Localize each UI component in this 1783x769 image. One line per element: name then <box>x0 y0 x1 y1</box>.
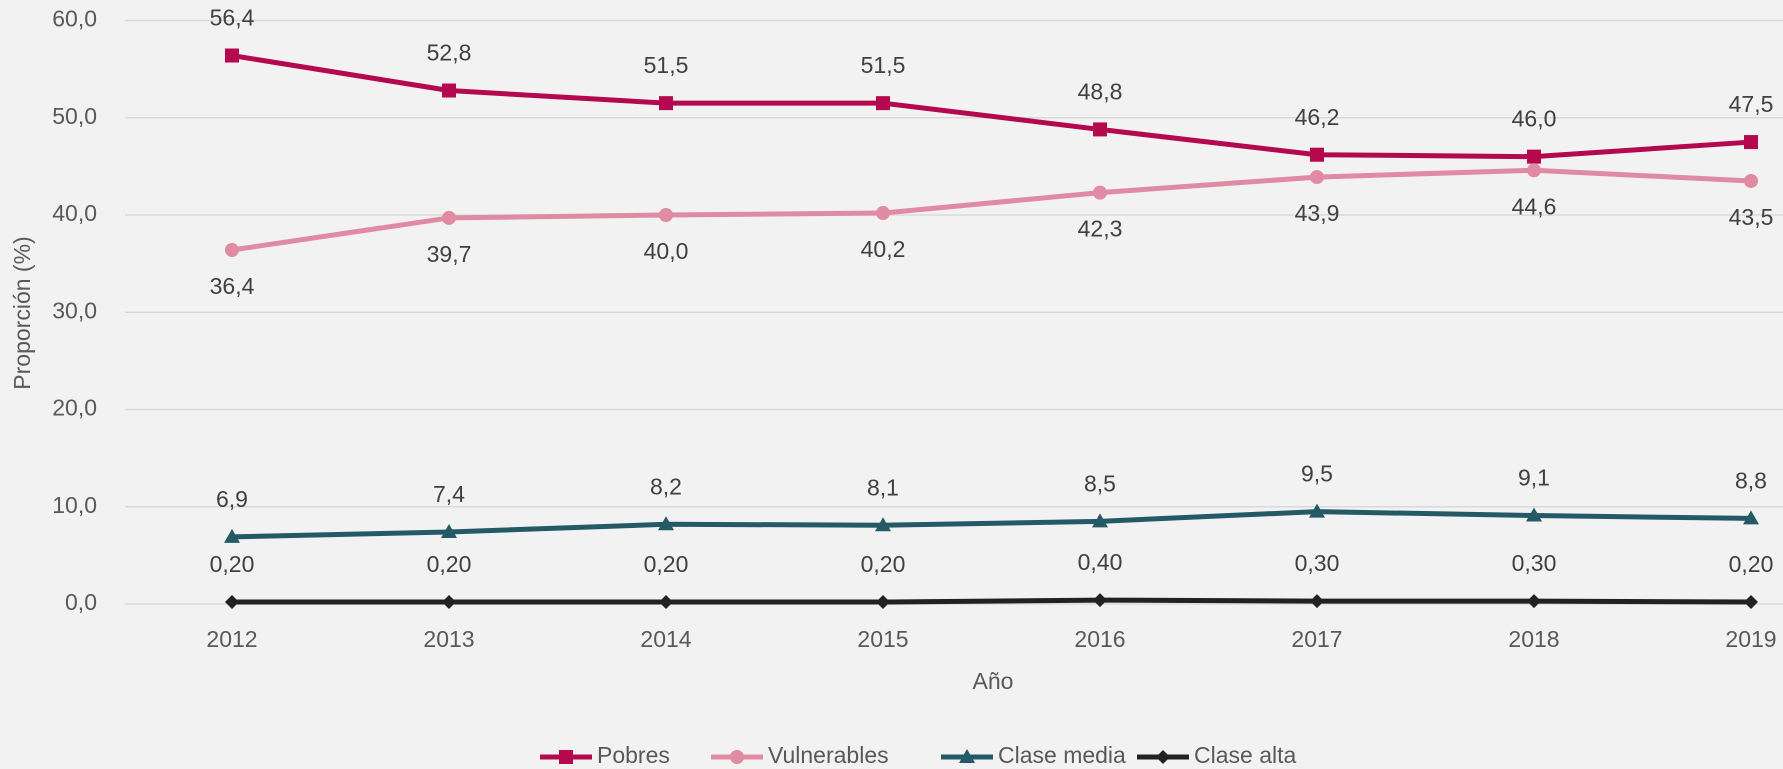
data-point <box>442 595 456 610</box>
data-point <box>442 210 456 225</box>
data-label: 48,8 <box>1078 78 1123 104</box>
data-label: 56,4 <box>210 5 255 31</box>
y-tick-label: 20,0 <box>52 395 97 421</box>
series-line <box>232 597 1752 605</box>
legend-marker <box>559 750 573 764</box>
data-label: 43,5 <box>1729 204 1774 230</box>
data-label: 0,30 <box>1512 550 1557 576</box>
data-point <box>1527 149 1541 164</box>
data-point <box>658 516 674 531</box>
data-point <box>876 206 890 221</box>
data-label: 0,20 <box>427 551 472 577</box>
data-label: 46,0 <box>1512 106 1557 132</box>
data-label: 40,0 <box>644 238 689 264</box>
data-point <box>1744 135 1758 150</box>
data-label: 0,40 <box>1078 549 1123 575</box>
x-tick-label: 2016 <box>1074 626 1125 652</box>
y-tick-label: 40,0 <box>52 200 97 226</box>
legend-marker <box>959 749 975 763</box>
x-tick-label: 2019 <box>1725 626 1776 652</box>
data-label: 0,20 <box>644 551 689 577</box>
legend-label: Clase alta <box>1194 742 1296 768</box>
data-point <box>1527 163 1541 178</box>
data-point <box>1093 185 1107 200</box>
y-tick-label: 0,0 <box>65 589 97 615</box>
y-axis-title: Proporción (%) <box>9 236 35 389</box>
data-point <box>1310 147 1324 162</box>
y-tick-label: 60,0 <box>52 6 97 32</box>
data-label: 6,9 <box>216 486 248 512</box>
data-label: 43,9 <box>1295 200 1340 226</box>
data-point <box>659 96 673 111</box>
data-label: 0,20 <box>1729 551 1774 577</box>
data-point <box>1743 510 1759 525</box>
data-label: 51,5 <box>644 52 689 78</box>
data-label: 39,7 <box>427 241 472 267</box>
y-tick-label: 50,0 <box>52 103 97 129</box>
data-point <box>1526 507 1542 522</box>
data-point <box>225 48 239 63</box>
series-line <box>231 53 1752 160</box>
data-point <box>225 595 239 610</box>
data-label: 9,5 <box>1301 461 1333 487</box>
series-line <box>231 509 1752 540</box>
data-point <box>1310 594 1324 609</box>
data-point <box>659 595 673 610</box>
data-point <box>659 208 673 222</box>
data-label: 8,8 <box>1735 467 1767 493</box>
data-point <box>1309 503 1325 518</box>
data-label: 44,6 <box>1512 193 1557 219</box>
y-tick-label: 30,0 <box>52 297 97 323</box>
data-label: 46,2 <box>1295 104 1340 130</box>
legend-label: Clase media <box>998 742 1126 768</box>
data-point <box>441 524 457 539</box>
x-tick-label: 2014 <box>640 626 691 652</box>
data-point <box>1527 594 1541 609</box>
data-point <box>875 517 891 532</box>
data-point <box>1093 593 1107 608</box>
data-point <box>225 243 239 258</box>
data-label: 52,8 <box>427 40 472 66</box>
data-point <box>1310 170 1324 185</box>
data-point <box>1092 513 1108 528</box>
x-tick-label: 2018 <box>1508 626 1559 652</box>
data-point <box>876 96 890 111</box>
data-point <box>876 595 890 610</box>
x-tick-label: 2017 <box>1291 626 1342 652</box>
data-point <box>1093 122 1107 137</box>
data-label: 36,4 <box>210 273 255 299</box>
legend-label: Vulnerables <box>768 742 889 768</box>
x-tick-label: 2013 <box>423 626 474 652</box>
data-label: 8,1 <box>867 474 899 500</box>
data-label: 40,2 <box>861 236 906 262</box>
data-label: 47,5 <box>1729 91 1774 117</box>
data-label: 0,20 <box>210 551 255 577</box>
legend-marker <box>1156 750 1170 764</box>
legend-label: Pobres <box>597 742 670 768</box>
data-label: 42,3 <box>1078 216 1123 242</box>
data-label: 9,1 <box>1518 465 1550 491</box>
x-tick-label: 2012 <box>206 626 257 652</box>
series-line <box>231 167 1752 253</box>
data-point <box>1744 595 1758 610</box>
data-label: 8,5 <box>1084 470 1116 496</box>
data-point <box>442 83 456 98</box>
y-tick-label: 10,0 <box>52 492 97 518</box>
data-point <box>1744 173 1758 188</box>
data-label: 0,20 <box>861 551 906 577</box>
legend-marker <box>730 750 744 764</box>
data-label: 7,4 <box>433 481 465 507</box>
data-point <box>224 528 240 543</box>
data-label: 8,2 <box>650 473 682 499</box>
x-axis-title: Año <box>973 668 1014 694</box>
data-label: 51,5 <box>861 52 906 78</box>
x-tick-label: 2015 <box>857 626 908 652</box>
data-label: 0,30 <box>1295 550 1340 576</box>
